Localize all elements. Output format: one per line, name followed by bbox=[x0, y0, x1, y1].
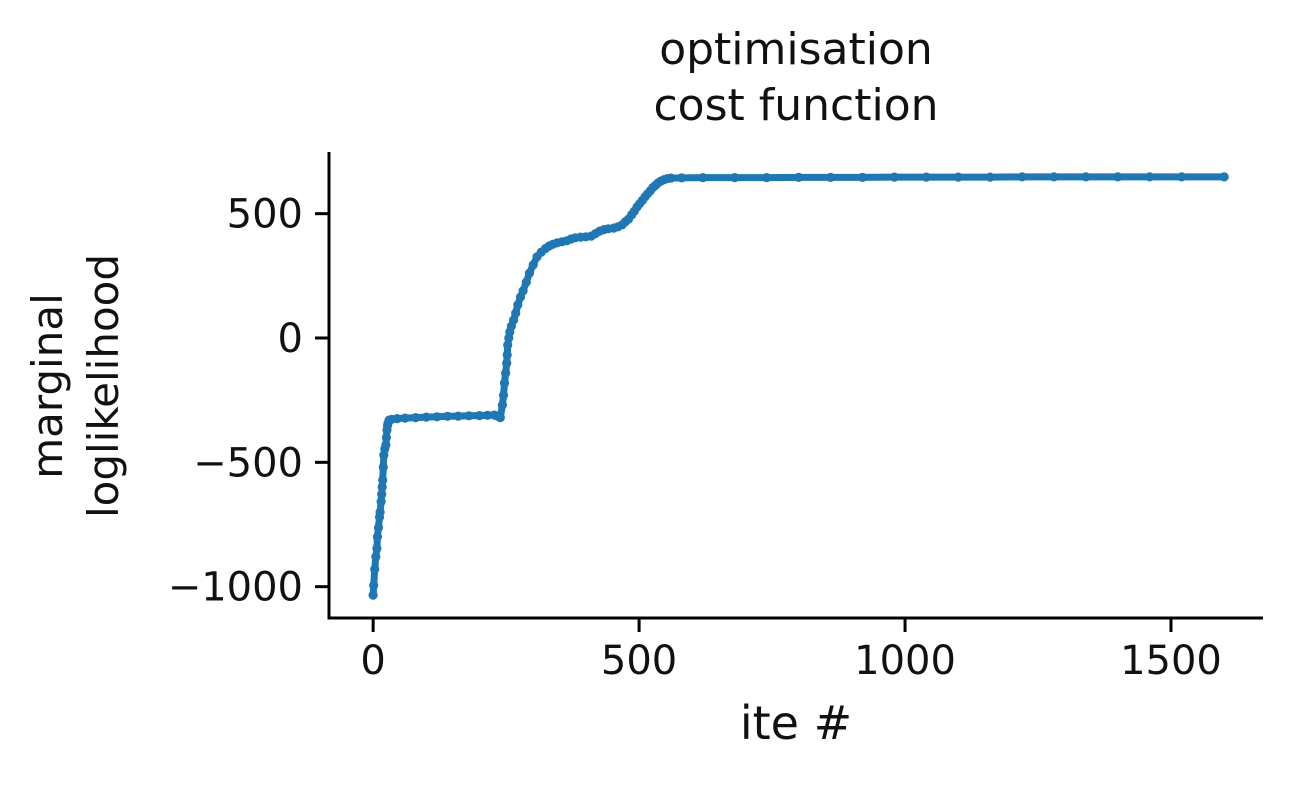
series-marker bbox=[375, 507, 385, 517]
chart-title: optimisation cost function bbox=[329, 22, 1263, 134]
series-marker bbox=[1081, 172, 1091, 182]
series-marker bbox=[421, 412, 431, 422]
series-marker bbox=[666, 173, 676, 183]
series-marker bbox=[503, 340, 513, 350]
series-marker bbox=[371, 552, 381, 562]
chart-title-line1: optimisation bbox=[659, 24, 933, 75]
series-marker bbox=[521, 277, 531, 287]
series-marker bbox=[370, 564, 380, 574]
chart-title-line2: cost function bbox=[653, 80, 939, 131]
series-marker bbox=[432, 412, 442, 422]
series-marker bbox=[511, 308, 521, 318]
series-marker bbox=[495, 413, 505, 423]
series-marker bbox=[377, 489, 387, 499]
series-marker bbox=[378, 462, 388, 472]
series-marker bbox=[502, 350, 512, 360]
series-marker bbox=[411, 413, 421, 423]
y-tick-label: 0 bbox=[278, 316, 303, 362]
series-marker bbox=[1113, 172, 1123, 182]
series-marker bbox=[369, 580, 379, 591]
series-marker bbox=[497, 400, 507, 410]
series-marker bbox=[482, 410, 493, 420]
series-marker bbox=[513, 300, 523, 310]
series-marker bbox=[453, 411, 463, 421]
series-marker bbox=[698, 173, 708, 183]
series-marker bbox=[501, 368, 511, 378]
x-tick-label: 500 bbox=[601, 638, 677, 684]
series-marker bbox=[921, 172, 931, 182]
series-marker bbox=[677, 173, 687, 183]
series-marker bbox=[443, 411, 453, 421]
series-marker bbox=[762, 173, 772, 183]
series-marker bbox=[464, 411, 474, 421]
series-marker bbox=[1049, 172, 1059, 182]
series-marker bbox=[730, 173, 740, 183]
series-marker bbox=[1177, 172, 1187, 182]
series-marker bbox=[985, 172, 995, 182]
series-marker bbox=[400, 413, 410, 423]
series-marker bbox=[528, 260, 538, 270]
series-marker bbox=[518, 286, 528, 296]
series-marker bbox=[1017, 172, 1027, 182]
series-marker bbox=[381, 432, 391, 443]
series-marker bbox=[889, 172, 900, 182]
series-marker bbox=[373, 522, 384, 533]
series-marker bbox=[377, 482, 387, 492]
x-tick-label: 1000 bbox=[854, 638, 956, 684]
series-marker bbox=[1219, 172, 1229, 182]
series-marker bbox=[1145, 172, 1155, 182]
y-tick-label: −500 bbox=[193, 440, 303, 486]
series-line bbox=[369, 173, 1228, 599]
series-marker bbox=[826, 172, 836, 182]
series-marker bbox=[372, 543, 382, 554]
series-marker bbox=[474, 411, 485, 421]
series-marker bbox=[524, 268, 535, 278]
series-marker bbox=[953, 172, 963, 182]
y-tick-label: 500 bbox=[227, 192, 303, 238]
x-tick-label: 0 bbox=[360, 638, 385, 684]
x-axis-label: ite # bbox=[739, 696, 853, 750]
series-marker bbox=[368, 590, 378, 600]
series-marker bbox=[794, 172, 804, 182]
series-marker bbox=[381, 440, 391, 450]
series-marker bbox=[498, 390, 509, 400]
series-marker bbox=[857, 172, 868, 182]
series-marker bbox=[502, 358, 512, 368]
y-tick-label: −1000 bbox=[168, 565, 303, 611]
series-marker bbox=[508, 315, 519, 325]
series-marker bbox=[378, 475, 388, 485]
series-marker bbox=[499, 378, 510, 388]
series-marker bbox=[376, 497, 386, 507]
series-marker bbox=[392, 414, 402, 424]
x-tick-label: 1500 bbox=[1120, 638, 1222, 684]
series-marker bbox=[372, 532, 382, 542]
